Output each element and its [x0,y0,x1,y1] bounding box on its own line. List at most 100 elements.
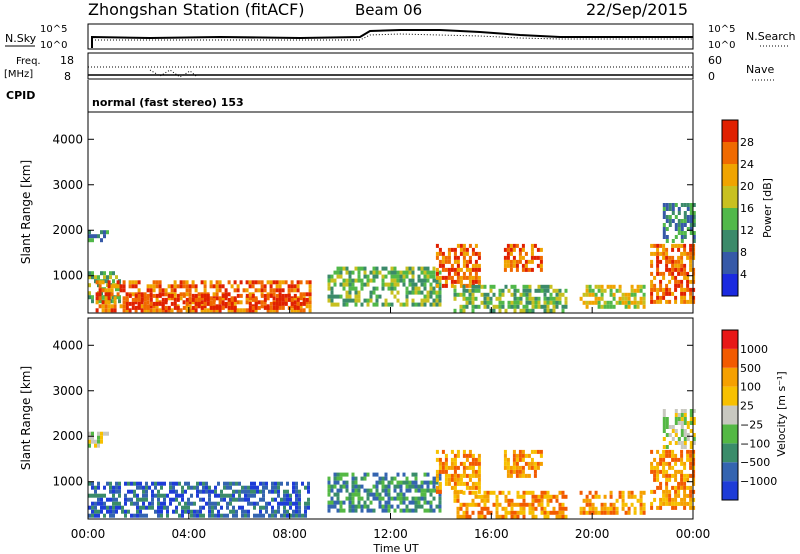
echo-cell [486,296,490,301]
echo-cell [342,508,346,513]
echo-cell [112,271,115,276]
echo-cell [518,473,522,478]
x-tick-label: 12:00 [373,527,408,541]
echo-cell [295,501,298,506]
echo-cell [683,465,687,470]
echo-cell [411,274,415,279]
echo-cell [674,493,678,498]
echo-cell [677,279,681,284]
echo-cell [438,298,442,303]
echo-cell [109,509,112,514]
echo-cell [423,298,427,303]
echo-cell [665,235,669,239]
echo-cell [671,267,675,272]
echo-cell [238,497,241,502]
echo-cell [239,300,243,305]
echo-cell [208,505,211,510]
echo-cell [299,293,303,298]
echo-cell [158,284,162,289]
echo-cell [456,275,460,280]
echo-cell [308,284,312,289]
echo-cell [206,297,210,302]
echo-cell [516,296,520,301]
echo-cell [689,473,693,478]
echo-cell [257,300,261,305]
echo-cell [471,308,475,313]
echo-cell [513,502,517,507]
echo-cell [420,480,424,485]
echo-cell [429,492,433,497]
echo-cell [148,505,151,510]
echo-cell [683,267,687,272]
echo-cell [662,497,666,502]
echo-cell [665,215,669,219]
echo-cell [650,263,654,268]
echo-cell [209,284,213,289]
echo-cell [471,288,475,293]
echo-cell [429,302,433,307]
echo-cell [408,278,412,283]
echo-cell [525,284,529,289]
echo-cell [540,284,544,289]
echo-cell [692,211,696,215]
echo-cell [689,267,693,272]
echo-cell [483,514,487,519]
echo-cell [555,514,559,519]
echo-cell [686,283,690,288]
echo-cell [106,283,109,288]
echo-cell [107,304,111,309]
echo-cell [281,297,285,302]
echo-cell [245,300,249,305]
echo-cell [223,481,226,486]
echo-cell [468,473,472,478]
echo-cell [549,296,553,301]
echo-cell [600,502,604,507]
echo-cell [671,465,675,470]
echo-cell [450,283,454,288]
echo-cell [561,308,565,313]
echo-cell [668,223,672,227]
echo-cell [665,497,669,502]
echo-cell [516,502,520,507]
echo-cell [585,494,589,499]
echo-cell [357,298,361,303]
echo-cell [253,481,256,486]
echo-cell [686,219,690,223]
echo-cell [408,488,412,493]
echo-cell [468,300,472,305]
echo-cell [251,297,255,302]
echo-cell [612,292,616,297]
echo-cell [203,308,207,313]
echo-cell [345,270,349,275]
echo-cell [441,255,445,260]
echo-cell [118,493,121,498]
echo-cell [112,497,115,502]
echo-cell [172,489,175,494]
echo-cell [680,445,684,449]
echo-cell [113,296,117,301]
echo-cell [426,278,430,283]
echo-cell [103,493,106,498]
echo-cell [307,501,310,506]
echo-cell [471,267,475,272]
echo-cell [624,502,628,507]
echo-cell [492,490,496,495]
echo-cell [585,304,589,309]
echo-cell [97,431,100,436]
echo-cell [155,308,159,313]
echo-cell [555,304,559,309]
y-tick-label: 1000 [52,269,83,283]
echo-cell [393,496,397,501]
echo-cell [236,293,240,298]
echo-cell [369,270,373,275]
echo-cell [166,513,169,518]
echo-cell [417,278,421,283]
echo-cell [260,280,264,285]
echo-cell [239,293,243,298]
echo-cell [539,263,543,268]
echo-cell [509,259,513,264]
echo-cell [426,472,430,477]
echo-cell [536,263,540,268]
echo-cell [357,500,361,505]
